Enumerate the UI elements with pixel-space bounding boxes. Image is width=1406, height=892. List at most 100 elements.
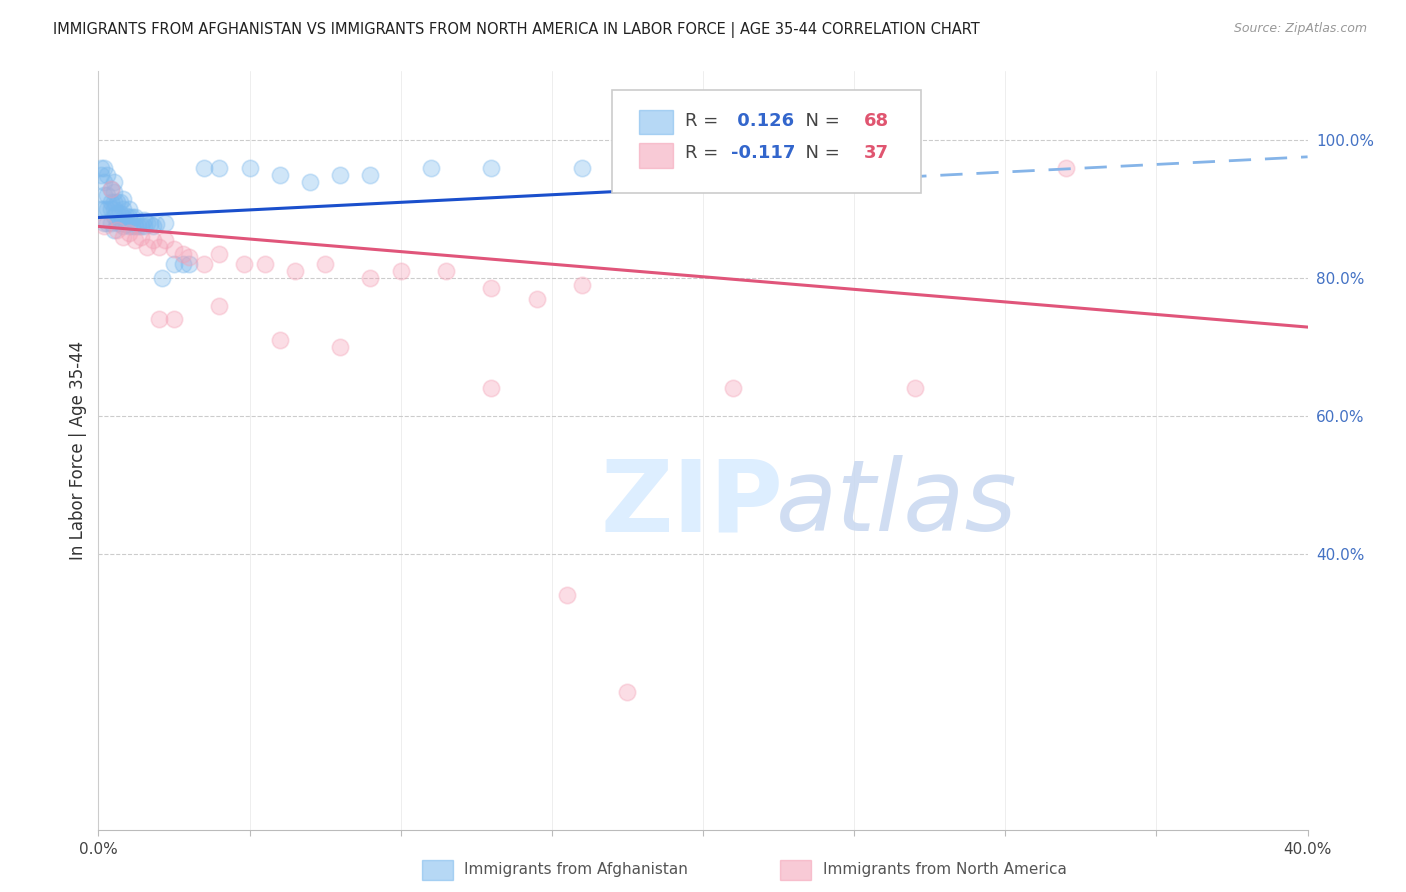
Point bbox=[129, 219, 152, 234]
Point bbox=[555, 588, 578, 602]
Point bbox=[1054, 161, 1077, 175]
Point bbox=[111, 219, 134, 234]
Point bbox=[434, 264, 457, 278]
Point bbox=[571, 161, 593, 175]
Point bbox=[105, 216, 128, 230]
Point bbox=[93, 175, 115, 189]
Point bbox=[108, 195, 131, 210]
Point bbox=[108, 205, 131, 219]
Point bbox=[163, 312, 186, 326]
Point bbox=[783, 161, 806, 175]
Point bbox=[269, 333, 291, 347]
Point bbox=[145, 218, 167, 232]
Point bbox=[208, 161, 231, 175]
Point bbox=[124, 219, 146, 233]
Point bbox=[148, 312, 170, 326]
Text: Immigrants from Afghanistan: Immigrants from Afghanistan bbox=[464, 863, 688, 877]
Point bbox=[389, 264, 412, 278]
Text: R =: R = bbox=[685, 112, 724, 129]
Point bbox=[193, 161, 215, 175]
Point bbox=[111, 192, 134, 206]
Point bbox=[121, 219, 143, 233]
Text: ZIP: ZIP bbox=[600, 455, 783, 552]
Point bbox=[127, 219, 149, 233]
Point bbox=[118, 202, 141, 217]
Point bbox=[100, 181, 122, 195]
Point bbox=[100, 181, 122, 195]
Point bbox=[239, 161, 262, 175]
Point bbox=[844, 161, 866, 175]
Point bbox=[93, 188, 115, 202]
Point bbox=[100, 202, 122, 217]
Point bbox=[148, 240, 170, 254]
Point bbox=[90, 202, 112, 217]
Point bbox=[93, 216, 115, 230]
Point bbox=[132, 212, 155, 227]
Point bbox=[163, 257, 186, 271]
Point bbox=[129, 229, 152, 244]
Point bbox=[208, 247, 231, 261]
Point bbox=[139, 218, 162, 232]
Text: N =: N = bbox=[793, 112, 845, 129]
Point bbox=[96, 216, 118, 230]
Point bbox=[179, 257, 201, 271]
Point bbox=[723, 381, 745, 395]
FancyBboxPatch shape bbox=[638, 144, 673, 168]
Point bbox=[90, 161, 112, 175]
Point bbox=[269, 168, 291, 182]
Point bbox=[172, 247, 194, 261]
Point bbox=[193, 257, 215, 271]
Point bbox=[571, 278, 593, 293]
Point bbox=[232, 257, 254, 271]
Text: atlas: atlas bbox=[776, 455, 1017, 552]
Point bbox=[93, 219, 115, 234]
Point bbox=[118, 227, 141, 241]
Point bbox=[253, 257, 276, 271]
Point bbox=[124, 233, 146, 247]
Point bbox=[111, 202, 134, 217]
Point bbox=[172, 257, 194, 271]
Text: R =: R = bbox=[685, 145, 724, 162]
Point bbox=[153, 216, 176, 230]
Point bbox=[631, 161, 654, 175]
Point bbox=[93, 202, 115, 217]
Text: 0.126: 0.126 bbox=[731, 112, 794, 129]
Point bbox=[100, 195, 122, 210]
Point bbox=[118, 219, 141, 233]
Point bbox=[526, 292, 548, 306]
Point bbox=[135, 216, 157, 230]
Point bbox=[481, 381, 503, 395]
Point bbox=[692, 161, 714, 175]
Point bbox=[103, 185, 125, 199]
Point bbox=[132, 219, 155, 234]
Point bbox=[105, 205, 128, 219]
Point bbox=[153, 233, 176, 247]
Text: 68: 68 bbox=[863, 112, 889, 129]
Point bbox=[96, 202, 118, 217]
Point bbox=[329, 340, 352, 354]
Text: Source: ZipAtlas.com: Source: ZipAtlas.com bbox=[1233, 22, 1367, 36]
Point bbox=[100, 216, 122, 230]
Point bbox=[360, 168, 382, 182]
Point bbox=[124, 211, 146, 225]
Point bbox=[96, 188, 118, 202]
Point bbox=[105, 195, 128, 210]
Point bbox=[108, 216, 131, 230]
Point bbox=[360, 271, 382, 285]
Point bbox=[284, 264, 307, 278]
Point bbox=[179, 251, 201, 265]
Point bbox=[121, 211, 143, 225]
Text: Immigrants from North America: Immigrants from North America bbox=[823, 863, 1066, 877]
Point bbox=[90, 168, 112, 182]
Text: -0.117: -0.117 bbox=[731, 145, 796, 162]
Point bbox=[142, 233, 165, 247]
Text: 37: 37 bbox=[863, 145, 889, 162]
FancyBboxPatch shape bbox=[638, 110, 673, 135]
Point bbox=[481, 281, 503, 295]
Point bbox=[103, 209, 125, 223]
Point bbox=[93, 161, 115, 175]
Point bbox=[150, 271, 173, 285]
Point bbox=[105, 223, 128, 237]
Point bbox=[481, 161, 503, 175]
Point bbox=[208, 299, 231, 313]
